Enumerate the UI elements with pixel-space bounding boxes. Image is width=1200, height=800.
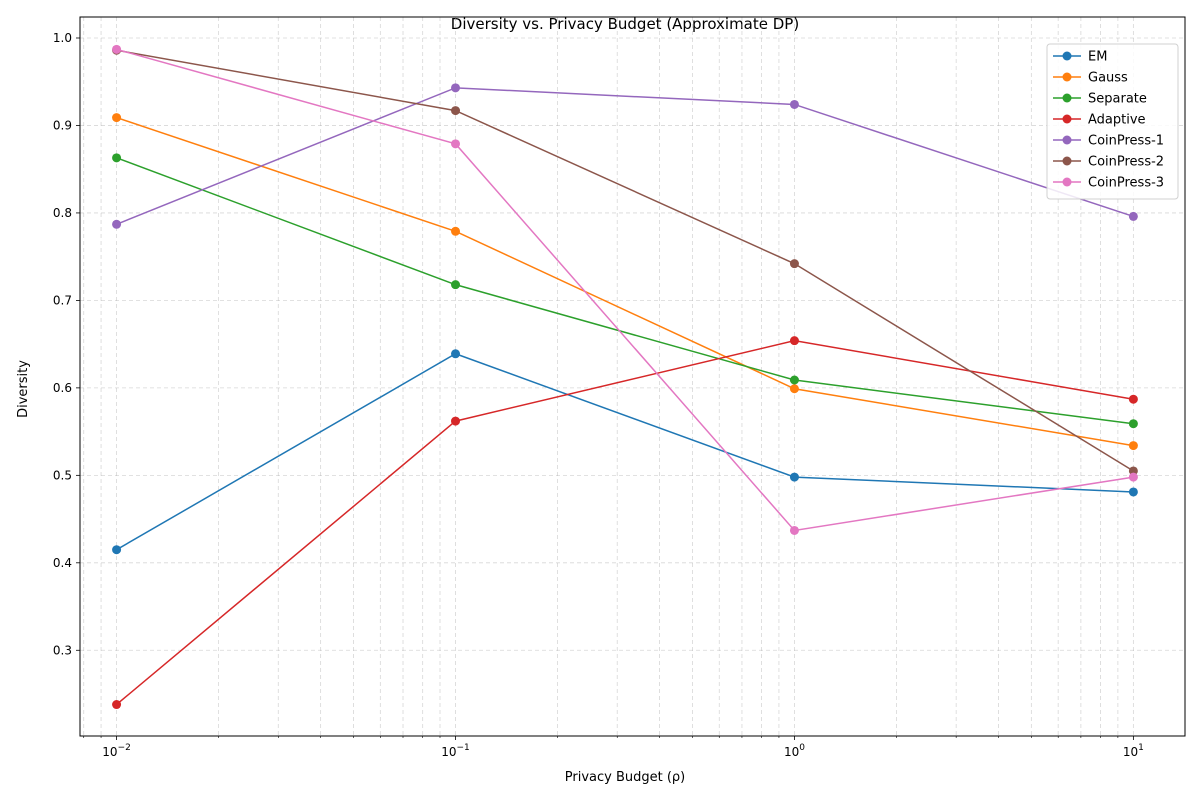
y-axis-label: Diversity <box>16 360 31 418</box>
y-tick-label: 0.3 <box>53 643 72 657</box>
series-line-em <box>116 352 1134 551</box>
legend-swatch-marker <box>1062 51 1072 61</box>
data-point-gauss <box>112 113 122 123</box>
data-point-coinpress-3 <box>112 44 122 54</box>
data-point-separate <box>451 280 461 290</box>
data-point-adaptive <box>1128 394 1138 404</box>
data-point-coinpress-1 <box>112 219 122 229</box>
x-tick-label: 100 <box>784 743 805 759</box>
legend-entry: Separate <box>1088 92 1147 107</box>
data-point-adaptive <box>112 700 122 710</box>
y-tick-label: 0.9 <box>53 118 72 132</box>
y-tick-label: 0.6 <box>53 381 72 395</box>
x-tick-label: 101 <box>1123 743 1144 759</box>
data-point-separate <box>112 153 122 163</box>
legend-swatch-marker <box>1062 177 1072 187</box>
y-tick-label: 0.5 <box>53 468 72 482</box>
y-axis: 0.3 0.4 0.5 0.6 0.7 0.8 0.9 1.0 <box>53 31 80 657</box>
data-point-em <box>1128 487 1138 497</box>
y-tick-label: 0.7 <box>53 293 72 307</box>
x-tick-label: 10−1 <box>441 743 470 759</box>
data-point-adaptive <box>451 416 461 426</box>
data-point-gauss <box>789 384 799 394</box>
y-tick-label: 0.8 <box>53 206 72 220</box>
legend-swatch-marker <box>1062 114 1072 124</box>
data-point-em <box>112 545 122 555</box>
data-point-gauss <box>1128 441 1138 451</box>
data-point-adaptive <box>789 336 799 346</box>
data-point-em <box>789 472 799 482</box>
series-line-coinpress-3 <box>116 48 1134 532</box>
legend-entry: Adaptive <box>1088 113 1146 128</box>
legend-entry: CoinPress-1 <box>1088 134 1164 149</box>
x-axis: 10−2 10−1 100 101 <box>83 736 1144 759</box>
series-line-adaptive <box>116 339 1134 706</box>
data-point-coinpress-1 <box>1128 211 1138 221</box>
legend-swatch-marker <box>1062 156 1072 166</box>
series-line-gauss <box>116 116 1134 447</box>
legend-swatch-marker <box>1062 72 1072 82</box>
data-point-gauss <box>451 226 461 236</box>
legend-entry: Gauss <box>1088 71 1128 86</box>
chart-title: Diversity vs. Privacy Budget (Approximat… <box>451 15 799 33</box>
legend-entry: CoinPress-2 <box>1088 155 1164 170</box>
data-point-em <box>451 349 461 359</box>
data-point-coinpress-1 <box>789 99 799 109</box>
legend-entry: EM <box>1088 50 1107 65</box>
series-group <box>112 44 1138 710</box>
x-tick-label: 10−2 <box>102 743 131 759</box>
series-line-coinpress-2 <box>116 49 1134 472</box>
data-point-coinpress-2 <box>789 259 799 269</box>
x-axis-label: Privacy Budget (ρ) <box>565 770 686 785</box>
legend-swatch-marker <box>1062 135 1072 145</box>
legend: EM Gauss Separate Adaptive CoinPress-1 CoinPr… <box>1046 43 1179 200</box>
data-point-coinpress-1 <box>451 83 461 93</box>
y-tick-label: 0.4 <box>53 556 72 570</box>
data-point-coinpress-3 <box>451 139 461 149</box>
data-point-separate <box>1128 419 1138 429</box>
data-point-coinpress-3 <box>789 525 799 535</box>
series-line-coinpress-1 <box>116 87 1134 225</box>
plot-area <box>79 16 1186 737</box>
data-point-coinpress-2 <box>451 106 461 116</box>
y-tick-label: 1.0 <box>53 31 72 45</box>
series-line-separate <box>116 157 1134 425</box>
data-point-separate <box>789 375 799 385</box>
data-point-coinpress-3 <box>1128 472 1138 482</box>
grid <box>80 17 1185 736</box>
legend-swatch-marker <box>1062 93 1072 103</box>
legend-entry: CoinPress-3 <box>1088 176 1164 191</box>
